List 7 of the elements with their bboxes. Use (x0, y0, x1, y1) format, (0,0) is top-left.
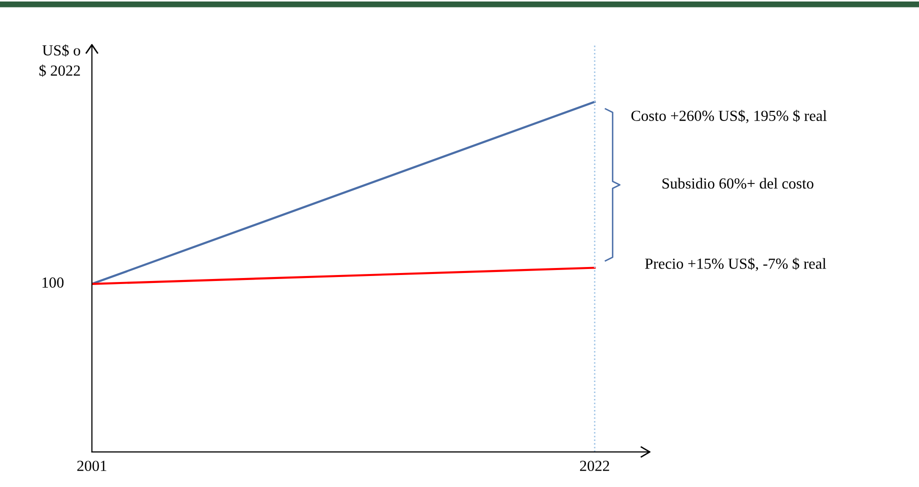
x-tick-label: 2001 (77, 460, 106, 472)
annotation: Precio +15% US$, -7% $ real (645, 258, 826, 272)
annotation: 100 (42, 277, 64, 288)
y-axis-title: US$ o $ 2022 (39, 44, 80, 77)
x-tick-label: 2022 (580, 460, 610, 472)
annotation: Costo +260% US$, 195% $ real (631, 110, 827, 124)
text: Subsidio 60%+ del costo (662, 178, 814, 189)
